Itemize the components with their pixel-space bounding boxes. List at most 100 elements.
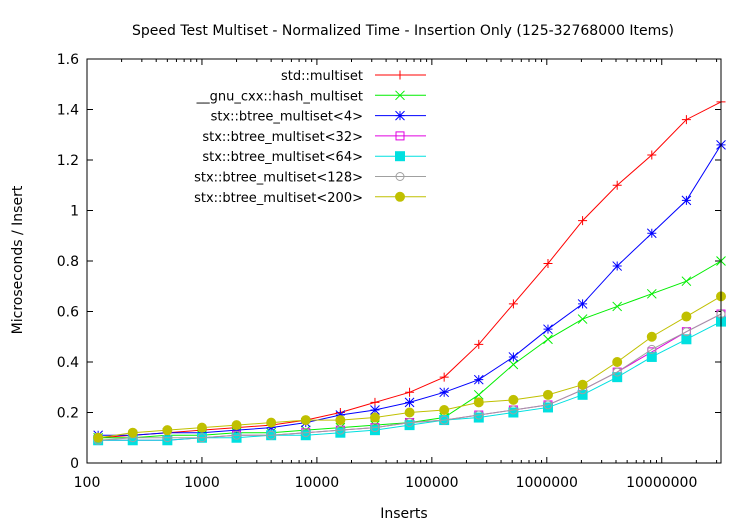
data-point bbox=[646, 331, 657, 342]
data-point bbox=[646, 351, 657, 362]
chart-title: Speed Test Multiset - Normalized Time - … bbox=[132, 23, 674, 39]
data-point bbox=[508, 394, 519, 405]
legend-marker bbox=[395, 191, 405, 202]
data-point bbox=[612, 367, 622, 377]
y-tick-label: 0.4 bbox=[57, 355, 79, 371]
data-point bbox=[405, 418, 415, 428]
data-point bbox=[612, 301, 623, 312]
data-point bbox=[127, 427, 138, 438]
data-point bbox=[577, 299, 588, 309]
series-4 bbox=[93, 316, 726, 446]
data-point bbox=[404, 420, 415, 431]
data-point bbox=[300, 430, 311, 441]
data-point bbox=[335, 427, 346, 438]
y-tick-label: 0.8 bbox=[57, 254, 79, 270]
legend-label: stx::btree_multiset<4> bbox=[211, 110, 363, 125]
y-tick-label: 0 bbox=[70, 456, 79, 472]
series-6 bbox=[93, 291, 726, 443]
data-point bbox=[577, 389, 588, 400]
legend-label: stx::btree_multiset<64> bbox=[202, 150, 363, 165]
series-5 bbox=[93, 309, 726, 445]
data-point bbox=[578, 216, 588, 226]
data-point bbox=[646, 288, 657, 299]
data-point bbox=[577, 314, 588, 324]
data-point bbox=[543, 400, 553, 410]
data-point bbox=[335, 410, 346, 420]
x-tick-label: 10000 bbox=[295, 475, 340, 491]
data-point bbox=[508, 352, 519, 362]
data-point bbox=[370, 423, 380, 433]
plot-frame bbox=[86, 58, 722, 464]
data-point bbox=[543, 334, 553, 345]
data-point bbox=[473, 389, 484, 400]
y-tick-label: 1.6 bbox=[57, 52, 79, 68]
data-point bbox=[439, 415, 449, 425]
data-point bbox=[404, 407, 415, 418]
data-point bbox=[681, 195, 692, 206]
data-point bbox=[508, 359, 519, 370]
data-point bbox=[93, 432, 104, 443]
legend-label: stx::btree_multiset<32> bbox=[202, 130, 363, 145]
data-point bbox=[301, 428, 311, 438]
data-point bbox=[231, 432, 242, 443]
data-point bbox=[162, 435, 173, 446]
data-point bbox=[681, 311, 692, 322]
data-point bbox=[370, 397, 380, 407]
data-point bbox=[577, 379, 588, 390]
data-point bbox=[439, 404, 450, 415]
legend-marker bbox=[395, 70, 405, 80]
data-point bbox=[474, 410, 484, 420]
series-line bbox=[98, 101, 722, 439]
data-point bbox=[646, 228, 657, 239]
data-point bbox=[197, 427, 207, 438]
data-point bbox=[266, 430, 276, 440]
legend-label: stx::btree_multiset<128> bbox=[194, 171, 363, 186]
legend-marker bbox=[395, 110, 405, 121]
data-point bbox=[369, 412, 380, 423]
data-point bbox=[335, 415, 346, 426]
data-point bbox=[335, 425, 345, 435]
data-point bbox=[612, 261, 623, 271]
legend: std::multiset__gnu_cxx::hash_multisetstx… bbox=[194, 69, 426, 206]
series-line bbox=[98, 313, 722, 441]
x-tick-label: 10000000 bbox=[626, 475, 697, 491]
data-point bbox=[647, 150, 657, 160]
legend-label: __gnu_cxx::hash_multiset bbox=[196, 89, 363, 104]
data-point bbox=[473, 374, 484, 385]
y-tick-label: 1.4 bbox=[57, 103, 79, 119]
legend-marker bbox=[395, 172, 405, 181]
data-point bbox=[162, 425, 173, 436]
data-point bbox=[473, 412, 484, 423]
data-point bbox=[542, 389, 553, 400]
y-axis-label: Microseconds / Insert bbox=[10, 185, 26, 334]
data-point bbox=[681, 334, 692, 345]
y-axis-ticks: 0 0.2 0.4 0.6 0.8 1 1.2 1.4 1.6 bbox=[57, 52, 721, 472]
plot-series bbox=[93, 97, 726, 446]
data-point bbox=[232, 430, 242, 440]
data-point bbox=[508, 299, 518, 309]
y-tick-label: 1.2 bbox=[57, 153, 79, 169]
data-point bbox=[197, 433, 207, 443]
x-tick-label: 100000 bbox=[405, 475, 458, 491]
data-point bbox=[543, 324, 553, 335]
data-point bbox=[681, 276, 692, 287]
data-point bbox=[266, 422, 277, 433]
data-point bbox=[508, 407, 519, 418]
data-point bbox=[508, 405, 518, 415]
y-tick-label: 0.2 bbox=[57, 406, 79, 422]
data-point bbox=[231, 425, 242, 436]
x-axis-label: Inserts bbox=[380, 506, 427, 522]
x-axis-ticks: 100 1000 10000 100000 1000000 10000000 bbox=[74, 59, 718, 491]
legend-marker bbox=[395, 151, 405, 162]
legend-label: std::multiset bbox=[281, 69, 363, 84]
data-point bbox=[404, 397, 415, 408]
data-point bbox=[612, 180, 622, 190]
data-point bbox=[647, 344, 657, 354]
x-tick-label: 100 bbox=[74, 475, 101, 491]
data-point bbox=[439, 372, 449, 382]
series-0 bbox=[93, 97, 726, 443]
data-point bbox=[543, 259, 553, 269]
data-point bbox=[612, 357, 623, 367]
